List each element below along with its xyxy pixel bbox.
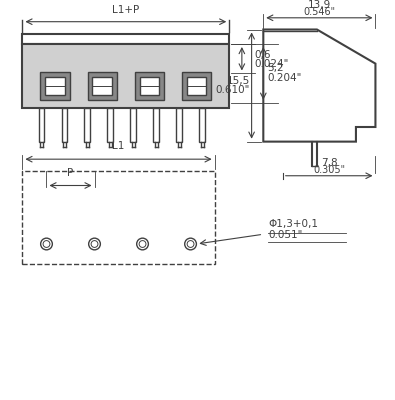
Polygon shape xyxy=(92,77,112,95)
Polygon shape xyxy=(176,108,182,142)
Text: Φ1,3+0,1
0.051": Φ1,3+0,1 0.051" xyxy=(268,218,318,240)
Text: 0.305": 0.305" xyxy=(313,165,345,175)
Text: L1: L1 xyxy=(112,141,125,151)
Polygon shape xyxy=(153,108,159,142)
Polygon shape xyxy=(23,171,214,264)
Text: 7,8: 7,8 xyxy=(321,158,337,168)
Circle shape xyxy=(88,238,100,250)
Polygon shape xyxy=(130,108,136,142)
Text: 0.546": 0.546" xyxy=(303,7,335,17)
Text: 0.610": 0.610" xyxy=(215,86,250,96)
Text: 5,2: 5,2 xyxy=(267,64,284,74)
Circle shape xyxy=(187,240,194,248)
Circle shape xyxy=(185,238,196,250)
Polygon shape xyxy=(23,44,229,108)
Polygon shape xyxy=(62,108,68,142)
Circle shape xyxy=(43,240,50,248)
Polygon shape xyxy=(40,72,70,100)
Polygon shape xyxy=(199,108,205,142)
Text: 13,9: 13,9 xyxy=(308,0,331,10)
Circle shape xyxy=(139,240,146,248)
Circle shape xyxy=(91,240,98,248)
Polygon shape xyxy=(39,108,44,142)
Circle shape xyxy=(41,238,53,250)
Text: L1+P: L1+P xyxy=(112,5,139,15)
Text: 15,5: 15,5 xyxy=(226,76,250,86)
Polygon shape xyxy=(182,72,211,100)
Polygon shape xyxy=(23,34,229,44)
Polygon shape xyxy=(140,77,159,95)
Text: 0.204": 0.204" xyxy=(267,73,302,83)
Polygon shape xyxy=(107,108,113,142)
Polygon shape xyxy=(135,72,164,100)
Polygon shape xyxy=(85,108,90,142)
Polygon shape xyxy=(45,77,65,95)
Circle shape xyxy=(137,238,149,250)
Polygon shape xyxy=(187,77,206,95)
Text: P: P xyxy=(68,168,73,178)
Polygon shape xyxy=(263,30,375,142)
Text: 0.024": 0.024" xyxy=(254,59,289,69)
Polygon shape xyxy=(88,72,117,100)
Text: 0,6: 0,6 xyxy=(254,50,271,60)
